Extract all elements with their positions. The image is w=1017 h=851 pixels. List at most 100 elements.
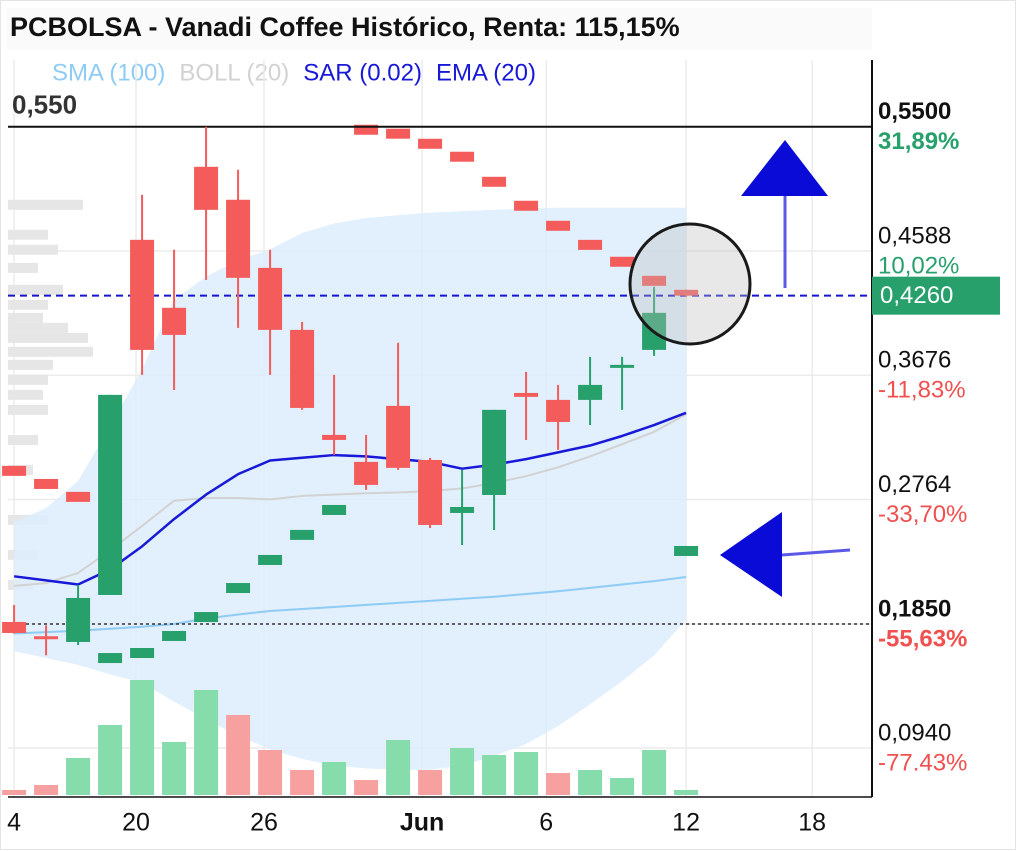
volume-profile-bar (8, 332, 88, 343)
candle-body (546, 399, 571, 422)
candle-body (482, 409, 507, 495)
volume-bar (450, 748, 475, 795)
sar-dot (258, 554, 283, 565)
volume-bar (642, 750, 667, 795)
volume-bar (130, 680, 155, 795)
y-tick-label: 0,2764 (878, 471, 951, 498)
volume-bar (34, 785, 59, 795)
sar-dot (354, 124, 379, 135)
volume-profile-bar (8, 262, 38, 273)
volume-bar (194, 690, 219, 795)
y-change-label: -77.43% (878, 749, 967, 776)
candle-body (386, 405, 411, 468)
volume-bar (162, 742, 187, 795)
volume-profile-bar (8, 374, 48, 385)
arrow-shaft (781, 548, 851, 557)
y-change-label: -33,70% (878, 501, 967, 528)
candle-body (514, 392, 539, 397)
volume-bar (482, 755, 507, 795)
legend-entry: SMA (100) (52, 59, 165, 86)
high-line-label: 0,550 (12, 90, 77, 120)
volume-profile-bar (8, 389, 43, 400)
indicator-line (14, 575, 687, 635)
volume-bar (98, 725, 123, 795)
volume-bar (610, 778, 635, 795)
volume-profile-bar (8, 322, 68, 333)
x-tick-label: 6 (539, 809, 553, 837)
candle-body (258, 267, 283, 330)
volume-bar (546, 773, 571, 795)
sar-dot (514, 200, 539, 211)
x-tick-label: Jun (400, 809, 444, 837)
volume-bar (674, 790, 699, 795)
x-tick-label: 4 (7, 809, 21, 837)
volume-profile-bar (8, 312, 43, 323)
sar-dot (674, 545, 699, 556)
sar-dot (610, 256, 635, 267)
candle-body (322, 434, 347, 440)
candle-body (194, 166, 219, 210)
candle-body (226, 199, 251, 278)
sar-dot (66, 491, 91, 502)
y-change-label: 31,89% (878, 128, 959, 155)
candle-body (418, 459, 443, 525)
volume-bar (578, 770, 603, 795)
candle-body (578, 384, 603, 400)
sar-dot (162, 630, 187, 641)
volume-bar (514, 752, 539, 795)
sar-dot (418, 138, 443, 149)
x-tick-label: 12 (672, 809, 700, 837)
y-tick-label: 0,5500 (878, 98, 951, 125)
candle-body (34, 636, 59, 640)
volume-bar (2, 790, 27, 795)
volume-profile-bar (8, 244, 58, 255)
sar-dot (2, 465, 27, 476)
volume-bar (66, 758, 91, 795)
sar-dot (34, 478, 59, 489)
bollinger-band (14, 207, 687, 770)
volume-profile-bar (8, 299, 48, 310)
volume-bar (258, 750, 283, 795)
sar-dot (482, 176, 507, 187)
candle-body (66, 597, 91, 642)
legend: SMA (100) BOLL (20) SAR (0.02) EMA (20) (52, 59, 536, 86)
y-tick-label: 0,3676 (878, 347, 951, 374)
y-change-label: -55,63% (878, 625, 967, 652)
sar-dot (226, 583, 251, 594)
sar-dot (386, 128, 411, 139)
volume-profile-bar (8, 404, 48, 415)
candle-body (130, 239, 155, 350)
candle-body (450, 506, 475, 513)
sar-dot (130, 648, 155, 659)
candle-body (610, 364, 635, 368)
x-tick-label: 18 (798, 809, 826, 837)
candle-body (162, 307, 187, 335)
plot: 0,550 0,5500 31,89% 0,4588 10,02% 0,3676 -11,8… (2, 60, 1000, 837)
legend-entry: EMA (20) (436, 59, 536, 86)
volume-bar (418, 770, 443, 795)
volume-profile-bar (8, 359, 53, 370)
y-tick-label: 0,4588 (878, 222, 951, 249)
volume-profile-bar (8, 284, 63, 295)
volume-bar (290, 770, 315, 795)
volume-bar (226, 715, 251, 795)
candle-body (290, 329, 315, 408)
indicator-line (13, 411, 687, 586)
arrow-head (741, 140, 828, 196)
sar-dot (290, 529, 315, 540)
volume-profile-bar (8, 229, 48, 240)
volume-bar (354, 780, 379, 795)
volume-bar (322, 762, 347, 795)
candle-body (98, 394, 123, 595)
y-tick-label: 0,1850 (878, 595, 951, 622)
sar-dot (194, 612, 219, 623)
candle-body (2, 621, 27, 633)
sar-dot (578, 239, 603, 250)
volume-bar (386, 740, 411, 795)
y-tick-label: 0,0940 (878, 719, 951, 746)
sar-dot (546, 220, 571, 231)
chart-title: PCBOLSA - Vanadi Coffee Histórico, Renta… (10, 12, 680, 42)
volume-profile-bar (8, 434, 38, 445)
volume-profile-bar (8, 199, 83, 210)
